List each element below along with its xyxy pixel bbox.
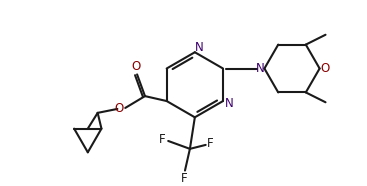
Text: N: N [256, 62, 265, 75]
Text: F: F [159, 134, 166, 147]
Text: N: N [195, 41, 203, 54]
Text: O: O [115, 102, 124, 116]
Text: F: F [207, 137, 214, 150]
Text: O: O [131, 60, 141, 73]
Text: F: F [181, 172, 187, 185]
Text: N: N [225, 97, 233, 110]
Text: O: O [320, 62, 329, 75]
